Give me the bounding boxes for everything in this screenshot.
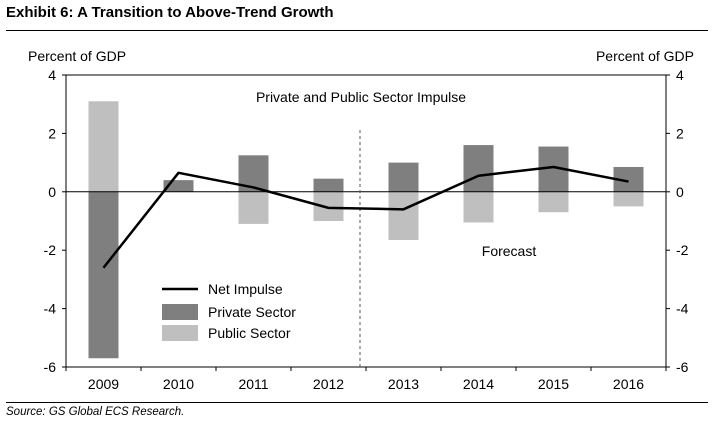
public-sector-bar-2015: [538, 191, 569, 213]
net-impulse-line: [102, 165, 629, 269]
x-tick-label-2016: 2016: [613, 376, 644, 392]
left-y-tick-label: -6: [44, 359, 57, 375]
x-tick-label-2010: 2010: [163, 376, 194, 392]
x-tick-label-2015: 2015: [538, 376, 569, 392]
legend-label-net-impulse: Net Impulse: [208, 281, 283, 297]
right-y-tick-label: -2: [676, 242, 689, 258]
bottom-rule: [6, 402, 708, 403]
legend-swatch-public-sector: [162, 325, 198, 341]
right-y-tick-label: 4: [676, 67, 684, 83]
public-sector-bar-2011: [238, 191, 269, 224]
public-sector-bar-2009: [88, 101, 119, 192]
legend-swatch-private-sector: [162, 304, 198, 320]
x-tick-label-2011: 2011: [238, 376, 268, 392]
left-y-tick-label: 4: [48, 67, 56, 83]
left-axis-unit-label: Percent of GDP: [28, 48, 127, 64]
legend-label-private-sector: Private Sector: [208, 304, 296, 320]
right-axis-unit-label: Percent of GDP: [595, 48, 694, 64]
public-sector-bar-2016: [613, 191, 644, 207]
right-y-tick-label: -6: [676, 359, 689, 375]
public-sector-bar-2014: [463, 191, 494, 223]
x-tick-label-2009: 2009: [88, 376, 119, 392]
private-sector-bar-2014: [463, 145, 494, 192]
forecast-label: Forecast: [482, 243, 537, 259]
private-sector-bar-2013: [388, 162, 419, 192]
x-tick-label-2012: 2012: [313, 376, 344, 392]
x-tick-label-2014: 2014: [463, 376, 494, 392]
left-y-tick-label: 2: [48, 125, 56, 141]
top-rule: [6, 30, 708, 31]
x-tick-label-2013: 2013: [388, 376, 419, 392]
right-y-tick-label: 0: [676, 184, 684, 200]
source-note: Source: GS Global ECS Research.: [6, 406, 185, 418]
legend: Net Impulse Private Sector Public Sector: [162, 281, 296, 341]
left-y-tick-label: -2: [44, 242, 57, 258]
chart-subtitle: Private and Public Sector Impulse: [256, 89, 466, 105]
left-y-tick-label: -4: [44, 301, 57, 317]
public-sector-bar-2013: [388, 191, 419, 240]
private-sector-bar-2010: [163, 180, 194, 192]
exhibit-title: Exhibit 6: A Transition to Above-Trend G…: [6, 4, 334, 21]
left-y-tick-label: 0: [48, 184, 56, 200]
plot-frame: [65, 74, 667, 368]
private-sector-bar-2012: [313, 178, 344, 192]
public-sector-bar-2012: [313, 191, 344, 221]
private-sector-bar-2009: [88, 191, 119, 359]
right-y-tick-label: 2: [676, 125, 684, 141]
legend-label-public-sector: Public Sector: [208, 325, 291, 341]
right-y-tick-label: -4: [676, 301, 689, 317]
